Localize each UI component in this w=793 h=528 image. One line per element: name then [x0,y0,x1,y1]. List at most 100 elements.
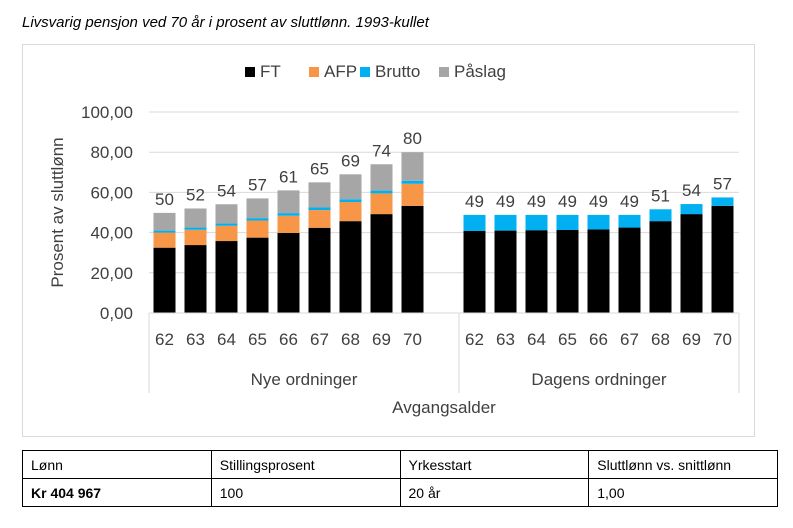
y-tick-label: 100,00 [81,103,133,122]
bar-segment [401,183,424,206]
y-tick-label: 0,00 [100,304,133,323]
bar-total-label: 57 [248,175,267,194]
bar-segment [246,237,269,313]
bar-segment [587,214,610,230]
bar-segment [649,221,672,313]
bar-segment [153,230,176,233]
bar-segment [370,193,393,215]
stacked-bar-chart: 0,00 20,00 40,00 60,00 80,00 100,00 Prosent av… [48,62,740,417]
bar-total-label: 49 [496,192,515,211]
bar-segment [401,205,424,313]
bar-segment [215,223,238,226]
info-header-stillingsprosent: Stillingsprosent [210,450,401,479]
legend-swatch [360,67,370,77]
y-axis-title: Prosent av sluttlønn [48,137,67,287]
bar-segment [618,227,641,313]
bar-segment [277,190,300,214]
x-tick-label: 65 [248,330,267,349]
bar-segment [401,180,424,184]
bar-total-label: 80 [403,129,422,148]
bar-total-label: 65 [310,159,329,178]
bar-total-label: 54 [217,181,236,200]
bar-segment [494,214,517,231]
info-table-value-row: Kr 404 967 100 20 år 1,00 [22,478,778,507]
x-tick-label: 69 [682,330,701,349]
x-tick-label: 62 [155,330,174,349]
x-group-label: Dagens ordninger [531,370,666,389]
bar-segment [215,241,238,313]
x-tick-label: 67 [310,330,329,349]
chart-frame: 0,00 20,00 40,00 60,00 80,00 100,00 Prosent av… [22,44,755,437]
bar-segment [556,214,579,230]
bar-total-label: 49 [589,192,608,211]
legend-label: AFP [324,62,357,81]
info-header-sluttlonn: Sluttlønn vs. snittlønn [588,450,778,479]
legend-swatch [439,67,449,77]
bar-segment [215,204,238,224]
x-axis-title: Avgangsalder [392,398,496,417]
bar-segment [184,229,207,246]
bar-total-label: 69 [341,151,360,170]
info-header-yrkesstart: Yrkesstart [399,450,590,479]
legend-swatch [309,67,319,77]
bar-segment [339,202,362,222]
bar-segment [680,204,703,215]
bar-segment [370,190,393,194]
legend-label: Brutto [375,62,420,81]
x-tick-label: 64 [527,330,546,349]
x-tick-label: 64 [217,330,236,349]
bar-total-label: 52 [186,185,205,204]
x-tick-label: 66 [279,330,298,349]
bar-total-label: 61 [279,167,298,186]
legend-label: Påslag [454,62,506,81]
x-group-label: Nye ordninger [251,370,358,389]
legend-swatch [245,67,255,77]
x-tick-label: 69 [372,330,391,349]
bar-total-label: 57 [713,174,732,193]
info-header-lonn: Lønn [22,450,212,479]
y-tick-label: 40,00 [90,224,133,243]
bar-segment [153,212,176,231]
y-tick-label: 20,00 [90,264,133,283]
x-tick-label: 63 [186,330,205,349]
x-tick-label: 68 [341,330,360,349]
bar-segment [308,182,331,208]
bar-segment [556,229,579,313]
bar-segment [370,164,393,191]
info-value-yrkesstart: 20 år [399,478,590,507]
bar-segment [463,230,486,313]
x-tick-label: 70 [403,330,422,349]
bar-segment [711,205,734,313]
bar-total-label: 49 [620,192,639,211]
bar-total-label: 51 [651,186,670,205]
legend-label: FT [260,62,281,81]
info-table-header-row: Lønn Stillingsprosent Yrkesstart Sluttlø… [22,450,778,479]
bar-segment [370,214,393,313]
bar-segment [525,214,548,231]
bar-segment [308,207,331,211]
x-tick-label: 65 [558,330,577,349]
info-value-stillingsprosent: 100 [210,478,401,507]
bar-segment [587,229,610,313]
x-tick-label: 63 [496,330,515,349]
bar-segment [401,152,424,181]
info-value-sluttlonn: 1,00 [588,478,778,507]
bar-segment [308,210,331,228]
bar-segment [153,247,176,313]
bar-segment [153,232,176,248]
bar-segment [339,221,362,313]
bar-segment [246,218,269,221]
bar-segment [277,215,300,234]
bar-segment [277,213,300,216]
bar-total-label: 74 [372,141,391,160]
bar-segment [463,214,486,231]
bar-segment [246,220,269,238]
chart-caption: Livsvarig pensjon ved 70 år i prosent av… [22,14,429,31]
x-tick-label: 62 [465,330,484,349]
y-tick-label: 80,00 [90,143,133,162]
bar-segment [308,227,331,313]
x-tick-label: 70 [713,330,732,349]
bar-total-label: 49 [527,192,546,211]
info-value-lonn: Kr 404 967 [22,478,212,507]
bar-segment [618,214,641,228]
